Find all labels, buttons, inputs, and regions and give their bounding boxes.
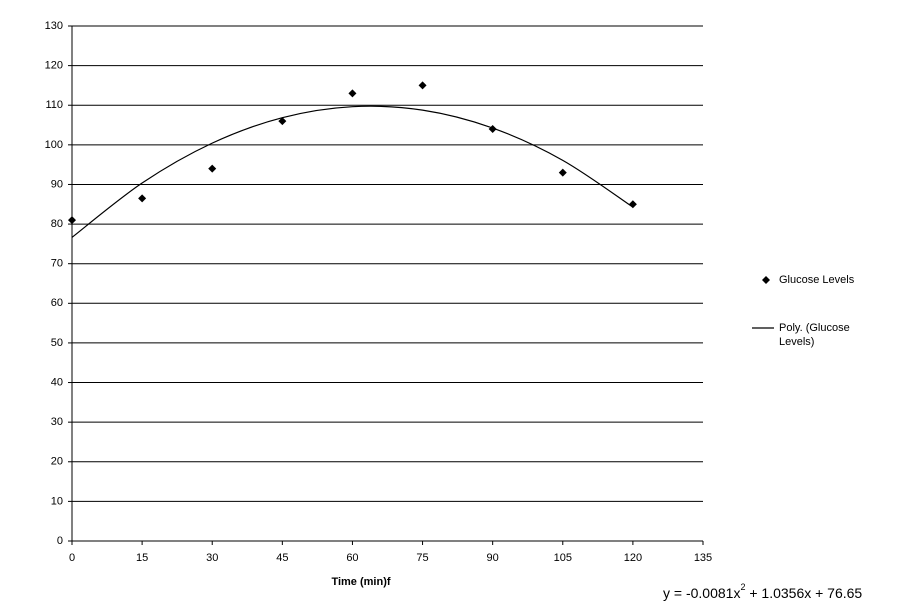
y-tick-label: 90: [51, 178, 63, 190]
x-tick-label: 30: [206, 552, 218, 564]
x-tick-label: 15: [136, 552, 148, 564]
y-tick-label: 10: [51, 495, 63, 507]
x-tick-label: 90: [487, 552, 499, 564]
trendline: [71, 105, 634, 238]
equation-part: y = -0.0081x: [663, 585, 740, 601]
x-tick-label: 120: [624, 552, 642, 564]
data-point: [208, 164, 217, 173]
x-tick-label: 75: [416, 552, 428, 564]
y-tick-label: 20: [51, 456, 63, 468]
y-tick-label: 30: [51, 416, 63, 428]
y-tick-label: 0: [57, 535, 63, 547]
data-point: [278, 117, 287, 126]
x-tick-label: 45: [276, 552, 288, 564]
data-point: [558, 168, 567, 177]
x-tick-label: 60: [346, 552, 358, 564]
trendline-equation: y = -0.0081x2 + 1.0356x + 76.65: [663, 582, 862, 600]
x-axis-label: Time (min)f: [331, 576, 390, 588]
y-tick-label: 80: [51, 218, 63, 230]
data-point: [68, 216, 76, 225]
y-tick-label: 120: [45, 60, 63, 72]
y-tick-label: 130: [45, 20, 63, 32]
y-tick-label: 40: [51, 376, 63, 388]
y-tick-label: 50: [51, 337, 63, 349]
x-tick-label: 135: [694, 552, 712, 564]
legend-label: Poly. (Glucose Levels): [779, 322, 850, 348]
data-point: [138, 194, 147, 203]
equation-superscript: 2: [740, 582, 745, 592]
x-tick-label: 105: [554, 552, 572, 564]
y-tick-label: 100: [45, 139, 63, 151]
data-point: [418, 81, 427, 90]
data-point: [348, 89, 357, 98]
equation-part: + 1.0356x + 76.65: [745, 585, 862, 601]
legend-label: Glucose Levels: [779, 274, 855, 286]
y-tick-label: 70: [51, 258, 63, 270]
y-tick-label: 110: [45, 99, 63, 111]
y-tick-label: 60: [51, 297, 63, 309]
x-tick-label: 0: [69, 552, 75, 564]
legend-symbol: [762, 276, 770, 284]
